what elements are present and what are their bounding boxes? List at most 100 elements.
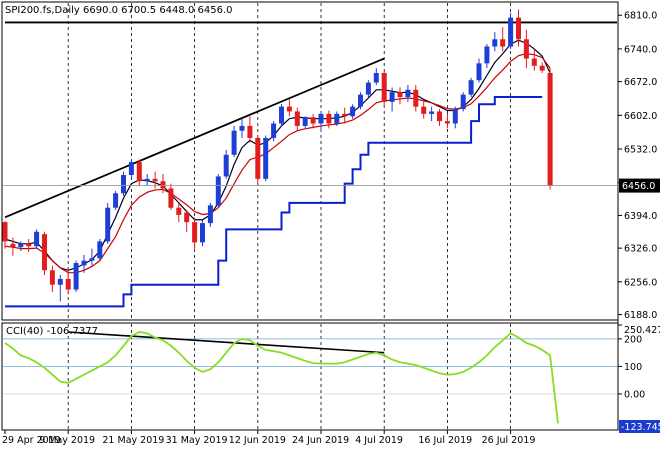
candle-body [192,222,198,243]
candle [215,174,221,208]
cci-tick-label: 0.00 [624,389,645,400]
x-tick-label: 12 Jun 2019 [229,435,286,446]
candle-body [484,46,490,64]
cci-tick-label: 200 [624,334,642,345]
candle [184,210,190,232]
price-tick-label: 6188.0 [624,310,657,321]
candle-body [152,178,158,182]
candle-body [531,58,537,66]
candle [144,174,150,187]
candle-body [97,241,103,259]
candle [263,135,269,182]
candle-body [508,17,514,47]
candle-body [247,125,253,138]
candle [136,159,142,187]
candle-body [263,137,269,179]
candle [113,190,119,211]
candle-body [26,243,32,247]
x-tick-label: 29 Apr 2019 [2,435,61,446]
candle-body [34,231,40,247]
candle [200,219,205,247]
cci-tick-label: 250.4273 [624,325,660,336]
candle [192,217,198,252]
candle-body [10,243,16,248]
candle [381,72,387,107]
current-price-label: 6456.0 [622,181,655,192]
candle-body [523,39,529,59]
candle-body [136,162,142,182]
candle-body [389,92,395,102]
price-tick-label: 6326.0 [624,244,657,255]
candle-body [113,193,119,208]
candle-body [89,258,95,261]
candle [500,27,506,52]
candle-body [184,212,190,223]
candle-body [49,270,55,285]
series-line-stop_blue [5,96,543,308]
candle-body [468,80,474,95]
candle-body [358,94,363,107]
price-tick-label: 6394.0 [624,211,657,222]
candle [239,118,245,138]
candle [247,116,253,143]
candle [168,183,174,211]
price-tick-label: 6740.0 [624,44,657,55]
x-tick-label: 24 Jun 2019 [292,435,349,446]
candle [429,106,435,122]
candle-body [144,178,150,182]
cci-header: CCI(40) -106.7377 [6,326,98,337]
price-tick-label: 6256.0 [624,277,657,288]
x-tick-label: 21 May 2019 [102,435,164,446]
candle [484,44,490,69]
x-tick-label: 9 May 2019 [39,435,95,446]
candle [468,77,474,98]
candle [326,110,332,129]
candle [516,9,521,47]
candle-body [516,17,521,40]
candle-body [57,278,63,285]
candle-body [207,205,213,224]
candle [26,239,32,252]
candle [389,87,395,112]
candle [271,121,277,142]
candle [81,254,87,273]
candle [294,107,300,131]
candle-body [318,113,324,124]
candle-body [2,222,8,242]
candle-body [539,65,545,71]
candle-body [334,113,340,124]
candle [460,92,466,112]
candle [121,171,126,196]
candle [397,87,403,105]
candle [128,159,134,179]
candle-body [81,260,87,266]
candle [318,111,324,131]
candle [302,116,308,129]
candle-body [405,89,411,98]
candle-body [429,111,435,114]
candle-body [121,174,126,194]
candle-body [223,154,229,177]
candle-body [215,176,221,206]
candle-body [310,117,316,124]
candle-body [460,94,466,110]
price-tick-label: 6532.0 [624,145,657,156]
candle [476,58,482,83]
candle-body [452,109,458,124]
x-tick-label: 26 Jul 2019 [482,435,536,446]
candle-body [105,207,111,242]
candle [539,62,545,73]
candle [18,241,24,252]
candle-body [65,278,71,290]
cci-line [4,331,559,424]
candle-body [365,82,371,95]
candle [10,237,16,256]
price-tick-label: 6810.0 [624,11,657,22]
candle [286,99,292,117]
candle [65,267,71,295]
candle [334,111,340,126]
candle [421,101,427,119]
candle-body [128,162,134,175]
